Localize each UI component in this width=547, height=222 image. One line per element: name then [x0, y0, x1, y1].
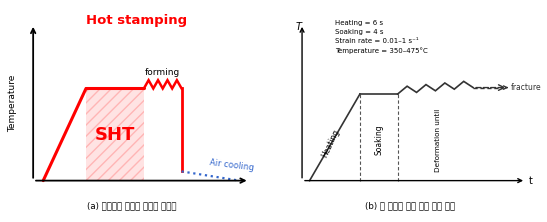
Text: Hot stamping: Hot stamping: [86, 14, 187, 27]
Text: t: t: [528, 176, 532, 186]
Text: T: T: [295, 22, 301, 32]
Text: Heating: Heating: [321, 128, 341, 159]
Text: forming: forming: [145, 67, 181, 77]
Text: (b) 타 논문의 고온 물성 실험 방법: (b) 타 논문의 고온 물성 실험 방법: [365, 201, 455, 210]
Text: Deformation until: Deformation until: [435, 109, 441, 172]
Text: (a) 알루미님 핯포밍 공정의 개낙도: (a) 알루미님 핯포밍 공정의 개낙도: [86, 201, 176, 210]
Text: Air cooling: Air cooling: [208, 158, 254, 172]
Text: fracture: fracture: [511, 83, 542, 92]
Text: Soaking: Soaking: [374, 125, 383, 155]
Text: SHT: SHT: [95, 126, 135, 144]
Bar: [86, 89, 144, 181]
Text: Temperature: Temperature: [9, 75, 18, 132]
Text: Heating = 6 s
Soaking = 4 s
Strain rate = 0.01–1 s⁻¹
Temperature = 350–475°C: Heating = 6 s Soaking = 4 s Strain rate …: [335, 20, 428, 54]
